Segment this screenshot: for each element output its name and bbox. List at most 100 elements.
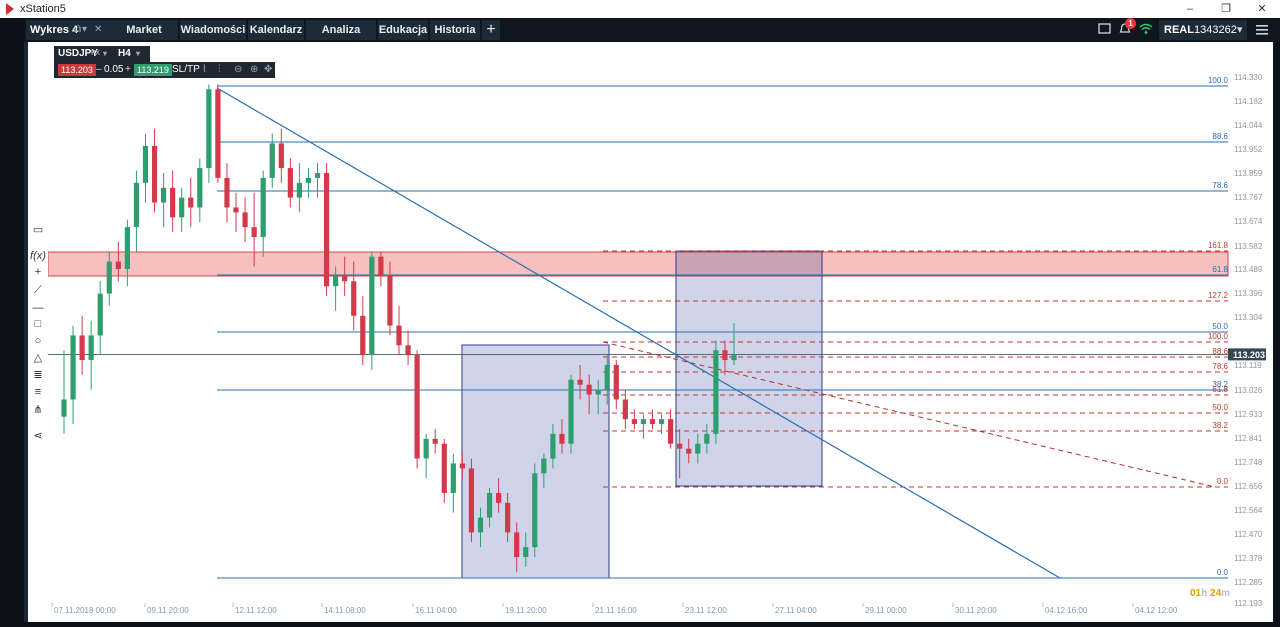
- triangle-icon[interactable]: △: [33, 352, 43, 364]
- symbol-panel[interactable]: USDJPY FX ▾ H4 ▾: [54, 46, 150, 62]
- y-axis-tick-label: 112.841: [1234, 434, 1263, 443]
- candle-body: [450, 463, 456, 493]
- buy-price-button[interactable]: 113.219: [134, 64, 172, 76]
- candle-body: [649, 419, 656, 425]
- layout-icon[interactable]: [1098, 23, 1112, 35]
- fibonacci-icon[interactable]: ≣: [33, 369, 43, 381]
- chevron-down-icon[interactable]: ▾: [82, 24, 88, 35]
- candle-body: [441, 443, 447, 493]
- move-icon[interactable]: ✥: [264, 64, 273, 75]
- nav-history[interactable]: Historia: [430, 20, 480, 40]
- horizontal-line-icon[interactable]: —: [32, 302, 44, 314]
- x-axis-tick-label: 30.11 20:00: [955, 606, 997, 615]
- candle-body: [251, 227, 257, 237]
- y-axis-tick-label: 114.182: [1234, 97, 1263, 106]
- candle-body: [677, 443, 683, 449]
- candle-body: [495, 492, 502, 503]
- price-chart[interactable]: 100.0 88.6 78.6 61.8 50.0 38.2 0.0 161.8 127.2 10…: [47, 42, 1273, 622]
- candle-body: [305, 177, 312, 183]
- candle-body: [505, 502, 511, 533]
- nav-calendar[interactable]: Kalendarz: [248, 20, 304, 40]
- fib-extension-icon[interactable]: ≡: [34, 386, 42, 398]
- candle-body: [532, 473, 538, 548]
- pitchfork-icon[interactable]: ⋔: [33, 404, 43, 416]
- candle-body: [640, 419, 647, 425]
- candle-body: [133, 182, 140, 228]
- wifi-icon: [1139, 23, 1153, 34]
- rectangle-icon[interactable]: □: [34, 318, 42, 330]
- zoom-out-icon[interactable]: ⊖: [234, 64, 243, 75]
- candle-body: [731, 355, 737, 361]
- candle-body: [369, 256, 375, 356]
- add-tab-button[interactable]: +: [482, 20, 500, 40]
- indicator-fx-icon[interactable]: f(x): [30, 250, 46, 262]
- nav-education[interactable]: Edukacja: [378, 20, 428, 40]
- y-axis-tick-label: 112.470: [1234, 530, 1263, 539]
- timeframe-chevron-icon[interactable]: ▾: [136, 49, 141, 58]
- x-axis-tick-label: 21.11 16:00: [595, 606, 637, 615]
- candle-body: [514, 532, 520, 557]
- sltp-button[interactable]: SL/TP: [172, 64, 200, 75]
- candle-body: [287, 168, 293, 198]
- right-edge: [1273, 42, 1280, 627]
- zoom-in-icon[interactable]: ⊕: [250, 64, 259, 75]
- candle-body: [423, 438, 429, 459]
- candle-body: [550, 433, 556, 459]
- candle-body: [695, 443, 701, 454]
- chart-area[interactable]: 100.0 88.6 78.6 61.8 50.0 38.2 0.0 161.8 127.2 10…: [47, 42, 1273, 622]
- spread-value: 0.05: [104, 64, 124, 75]
- fib-blue-label: 38.2: [1212, 380, 1228, 389]
- candle-body: [459, 463, 465, 469]
- candle-body: [260, 177, 266, 237]
- close-window-button[interactable]: ✕: [1257, 3, 1267, 15]
- chart-tab[interactable]: Wykres 4 ▾ ⧉ ✕: [26, 20, 112, 40]
- circle-icon[interactable]: ○: [34, 335, 42, 347]
- y-axis-tick-label: 113.582: [1234, 242, 1263, 251]
- symbol-chevron-icon[interactable]: ▾: [103, 49, 108, 58]
- close-tab-icon[interactable]: ✕: [94, 24, 103, 35]
- fib-blue-label: 100.0: [1208, 76, 1229, 85]
- candle-body: [124, 227, 130, 269]
- timeframe-label[interactable]: H4: [118, 48, 131, 59]
- candle-body: [242, 212, 248, 228]
- candle-body: [396, 325, 402, 346]
- indicators-icon[interactable]: ⫶: [218, 64, 221, 75]
- popout-icon[interactable]: ⧉: [74, 24, 82, 35]
- left-strip: [0, 18, 24, 627]
- menu-icon[interactable]: [1255, 23, 1269, 37]
- y-axis-tick-label: 113.767: [1234, 193, 1263, 202]
- y-axis-tick-label: 114.044: [1234, 121, 1263, 130]
- candle-body: [414, 355, 420, 459]
- nav-market-watch[interactable]: Market Watch: [110, 20, 178, 56]
- crosshair-icon[interactable]: +: [34, 266, 42, 278]
- nav-market-analysis[interactable]: Analiza rynku: [306, 20, 376, 56]
- share-icon[interactable]: ⋖: [33, 430, 43, 442]
- y-axis-tick-label: 113.026: [1234, 386, 1263, 395]
- y-axis-tick-label: 112.748: [1234, 458, 1263, 467]
- trendline-icon[interactable]: ⟋: [34, 284, 42, 296]
- panel-toggle-icon[interactable]: ▭: [32, 224, 44, 236]
- candle-body: [323, 172, 330, 287]
- minimize-button[interactable]: –: [1186, 3, 1194, 15]
- candle-body: [686, 448, 692, 454]
- fib-red-label: 78.6: [1212, 362, 1228, 371]
- y-axis-tick-label: 113.119: [1234, 361, 1262, 370]
- candle-body: [170, 187, 176, 218]
- y-axis-tick-label: 112.933: [1234, 410, 1263, 419]
- sell-price-button[interactable]: 113.203: [58, 64, 96, 76]
- account-selector[interactable]: REAL 1343262 ▾: [1159, 20, 1247, 40]
- chart-type-icon[interactable]: ⌇: [202, 64, 207, 75]
- nav-news[interactable]: Wiadomości: [180, 20, 246, 40]
- account-mode: REAL: [1164, 24, 1194, 36]
- candle-body: [224, 177, 230, 208]
- fib-red-label: 50.0: [1212, 403, 1228, 412]
- maximize-button[interactable]: ❐: [1221, 3, 1231, 15]
- candle-body: [106, 261, 112, 294]
- candle-body: [179, 197, 185, 218]
- fib-red-label: 0.0: [1217, 477, 1229, 486]
- candle-body: [333, 276, 339, 287]
- fib-red-label: 38.2: [1212, 421, 1228, 430]
- fib-red-label: 161.8: [1208, 241, 1229, 250]
- candle-body: [613, 364, 619, 400]
- candle-body: [61, 399, 67, 417]
